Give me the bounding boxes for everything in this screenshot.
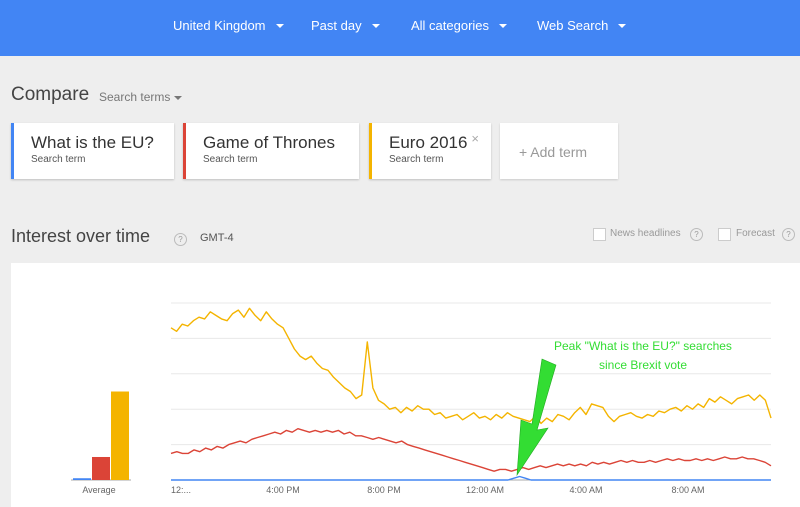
search-terms-label: Search terms (99, 90, 171, 104)
help-icon[interactable]: ? (690, 228, 703, 241)
forecast-checkbox[interactable] (718, 228, 731, 241)
timezone-label: GMT-4 (200, 232, 234, 244)
time-range-filter-label: Past day (311, 18, 362, 33)
search-terms-dropdown[interactable]: Search terms (99, 90, 183, 104)
average-bar (111, 391, 129, 480)
chevron-down-icon (371, 23, 380, 28)
term-type: Search term (203, 154, 258, 165)
help-icon[interactable]: ? (174, 233, 187, 246)
x-tick-label: 8:00 AM (671, 485, 704, 495)
x-tick-label: 12:... (171, 485, 191, 495)
average-label: Average (82, 485, 115, 495)
forecast-label: Forecast (736, 228, 775, 239)
term-name: What is the EU? (31, 133, 154, 152)
region-filter[interactable]: United Kingdom (173, 17, 284, 35)
add-term-label: + Add term (519, 144, 588, 160)
help-icon[interactable]: ? (782, 228, 795, 241)
interest-chart: Average 12:... 4:00 PM 8:00 PM 12:00 AM 4:00 … (71, 302, 772, 495)
x-tick-label: 4:00 PM (266, 485, 300, 495)
news-headlines-checkbox[interactable] (593, 228, 606, 241)
term-type: Search term (31, 154, 86, 165)
series-line (171, 475, 771, 481)
series-line (170, 307, 772, 425)
average-bar (73, 478, 91, 480)
category-filter[interactable]: All categories (411, 17, 508, 35)
chevron-down-icon (275, 23, 284, 28)
term-card-what-is-the-eu[interactable]: What is the EU? Search term (11, 123, 174, 179)
interest-over-time-title: Interest over time (11, 226, 151, 246)
annotation-text-line2: since Brexit vote (599, 358, 687, 372)
search-type-filter[interactable]: Web Search (537, 17, 627, 35)
region-filter-label: United Kingdom (173, 18, 266, 33)
x-tick-label: 4:00 AM (569, 485, 602, 495)
compare-title: Compare (11, 84, 90, 105)
term-card-game-of-thrones[interactable]: Game of Thrones Search term (183, 123, 359, 179)
term-name: Euro 2016 (389, 133, 468, 152)
chevron-down-icon (499, 23, 508, 28)
annotation-text-line1: Peak "What is the EU?" searches (554, 339, 732, 353)
term-card-euro-2016[interactable]: Euro 2016 Search term × (369, 123, 491, 179)
add-term-button[interactable]: + Add term (500, 123, 618, 179)
x-tick-label: 12:00 AM (466, 485, 504, 495)
term-type: Search term (389, 154, 444, 165)
close-icon[interactable]: × (471, 131, 479, 146)
term-name: Game of Thrones (203, 133, 335, 152)
average-bar (92, 456, 110, 480)
category-filter-label: All categories (411, 18, 490, 33)
chevron-down-icon (174, 95, 183, 100)
search-type-filter-label: Web Search (537, 18, 609, 33)
time-range-filter[interactable]: Past day (311, 17, 380, 35)
annotation-arrow (516, 358, 557, 477)
x-tick-label: 8:00 PM (367, 485, 401, 495)
chevron-down-icon (618, 23, 627, 28)
news-headlines-label: News headlines (610, 228, 681, 239)
chart-panel: Average 12:... 4:00 PM 8:00 PM 12:00 AM 4:00 … (11, 263, 800, 507)
series-line (170, 427, 772, 472)
top-filter-bar: United Kingdom Past day All categories W… (0, 0, 800, 56)
